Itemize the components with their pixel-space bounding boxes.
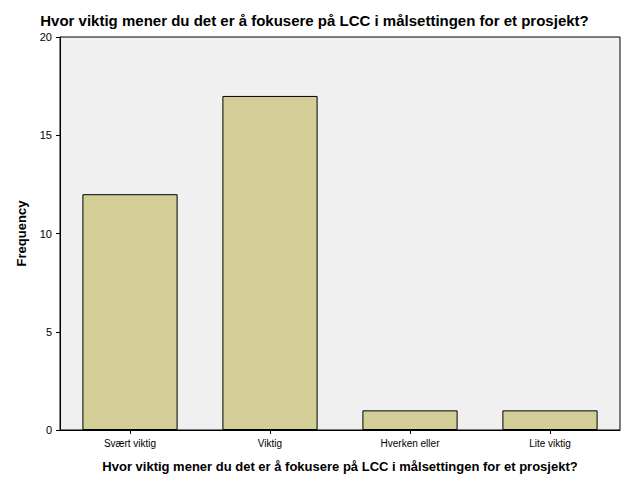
- svg-text:Viktig: Viktig: [258, 438, 282, 449]
- svg-text:Hvor viktig mener du det er å: Hvor viktig mener du det er å fokusere p…: [102, 459, 577, 474]
- svg-text:Lite viktig: Lite viktig: [529, 438, 571, 449]
- svg-text:20: 20: [40, 31, 52, 43]
- svg-text:5: 5: [46, 326, 52, 338]
- svg-text:15: 15: [40, 129, 52, 141]
- svg-text:Frequency: Frequency: [14, 200, 29, 267]
- svg-text:0: 0: [46, 424, 52, 436]
- svg-text:Hverken eller: Hverken eller: [381, 438, 441, 449]
- svg-text:Hvor viktig mener du det er å: Hvor viktig mener du det er å fokusere p…: [40, 12, 588, 29]
- svg-text:Svært viktig: Svært viktig: [104, 438, 156, 449]
- svg-text:10: 10: [40, 228, 52, 240]
